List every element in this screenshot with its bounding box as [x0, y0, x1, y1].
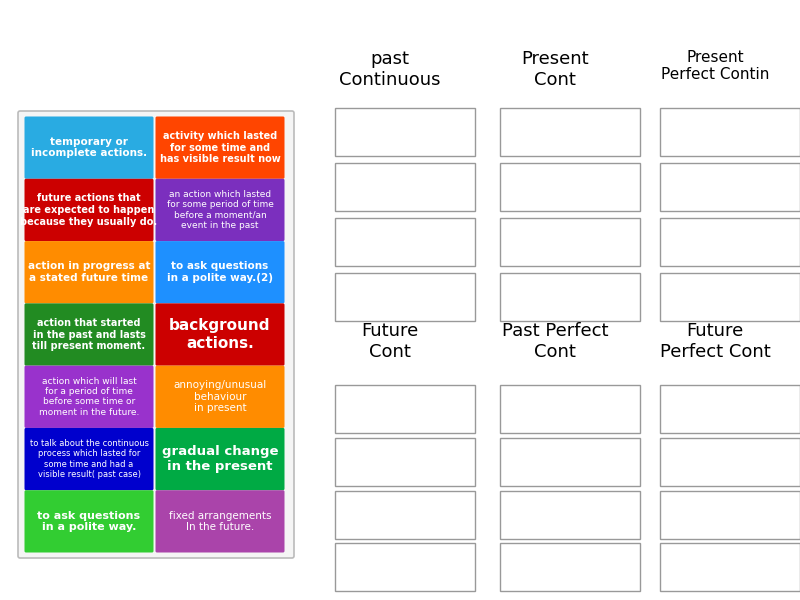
- Bar: [500, 108, 640, 156]
- Text: Future
Cont: Future Cont: [362, 322, 418, 361]
- Bar: [500, 438, 640, 486]
- Bar: [660, 218, 800, 266]
- FancyBboxPatch shape: [25, 304, 154, 365]
- Bar: [335, 438, 475, 486]
- Bar: [500, 273, 640, 321]
- Bar: [500, 163, 640, 211]
- Bar: [500, 543, 640, 591]
- Text: Future
Perfect Cont: Future Perfect Cont: [660, 322, 770, 361]
- Text: temporary or
incomplete actions.: temporary or incomplete actions.: [31, 137, 147, 158]
- FancyBboxPatch shape: [25, 241, 154, 304]
- FancyBboxPatch shape: [155, 304, 285, 365]
- Bar: [335, 108, 475, 156]
- Text: to ask questions
in a polite way.(2): to ask questions in a polite way.(2): [167, 262, 273, 283]
- Bar: [500, 491, 640, 539]
- Text: to ask questions
in a polite way.: to ask questions in a polite way.: [38, 511, 141, 532]
- Bar: [660, 491, 800, 539]
- Text: future actions that
are expected to happen
because they usually do.: future actions that are expected to happ…: [21, 193, 158, 227]
- Bar: [500, 385, 640, 433]
- Text: action that started
in the past and lasts
till present moment.: action that started in the past and last…: [33, 318, 146, 351]
- FancyBboxPatch shape: [18, 111, 294, 558]
- Bar: [335, 273, 475, 321]
- Text: Present
Perfect Contin: Present Perfect Contin: [661, 50, 769, 82]
- Bar: [335, 218, 475, 266]
- Text: action which will last
for a period of time
before some time or
moment in the fu: action which will last for a period of t…: [39, 377, 139, 417]
- Text: action in progress at
a stated future time: action in progress at a stated future ti…: [28, 262, 150, 283]
- Text: to talk about the continuous
process which lasted for
some time and had a
visibl: to talk about the continuous process whi…: [30, 439, 149, 479]
- Bar: [335, 385, 475, 433]
- FancyBboxPatch shape: [155, 179, 285, 241]
- FancyBboxPatch shape: [25, 428, 154, 490]
- Text: annoying/unusual
behaviour
in present: annoying/unusual behaviour in present: [174, 380, 266, 413]
- Text: activity which lasted
for some time and
has visible result now: activity which lasted for some time and …: [160, 131, 280, 164]
- FancyBboxPatch shape: [25, 116, 154, 179]
- Bar: [660, 385, 800, 433]
- Bar: [660, 108, 800, 156]
- Bar: [660, 273, 800, 321]
- Text: Past Perfect
Cont: Past Perfect Cont: [502, 322, 608, 361]
- Text: fixed arrangements
In the future.: fixed arrangements In the future.: [169, 511, 271, 532]
- Bar: [335, 491, 475, 539]
- FancyBboxPatch shape: [155, 241, 285, 304]
- Bar: [660, 163, 800, 211]
- FancyBboxPatch shape: [25, 179, 154, 241]
- Bar: [335, 543, 475, 591]
- Text: background
actions.: background actions.: [170, 318, 270, 350]
- Text: gradual change
in the present: gradual change in the present: [162, 445, 278, 473]
- Bar: [500, 218, 640, 266]
- Bar: [660, 438, 800, 486]
- Bar: [660, 543, 800, 591]
- FancyBboxPatch shape: [155, 116, 285, 179]
- FancyBboxPatch shape: [155, 365, 285, 428]
- FancyBboxPatch shape: [155, 490, 285, 553]
- FancyBboxPatch shape: [25, 490, 154, 553]
- Text: Present
Cont: Present Cont: [521, 50, 589, 89]
- Bar: [335, 163, 475, 211]
- Text: an action which lasted
for some period of time
before a moment/an
event in the p: an action which lasted for some period o…: [166, 190, 274, 230]
- FancyBboxPatch shape: [155, 428, 285, 490]
- Text: past
Continuous: past Continuous: [339, 50, 441, 89]
- FancyBboxPatch shape: [25, 365, 154, 428]
